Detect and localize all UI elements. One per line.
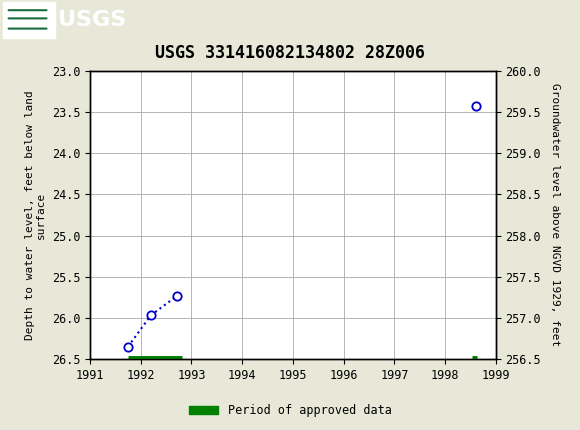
- Text: USGS 331416082134802 28Z006: USGS 331416082134802 28Z006: [155, 44, 425, 62]
- Y-axis label: Depth to water level, feet below land
surface: Depth to water level, feet below land su…: [24, 90, 46, 340]
- Text: USGS: USGS: [58, 10, 126, 31]
- Bar: [3, 3, 55, 38]
- Y-axis label: Groundwater level above NGVD 1929, feet: Groundwater level above NGVD 1929, feet: [550, 83, 560, 347]
- Legend: Period of approved data: Period of approved data: [184, 399, 396, 422]
